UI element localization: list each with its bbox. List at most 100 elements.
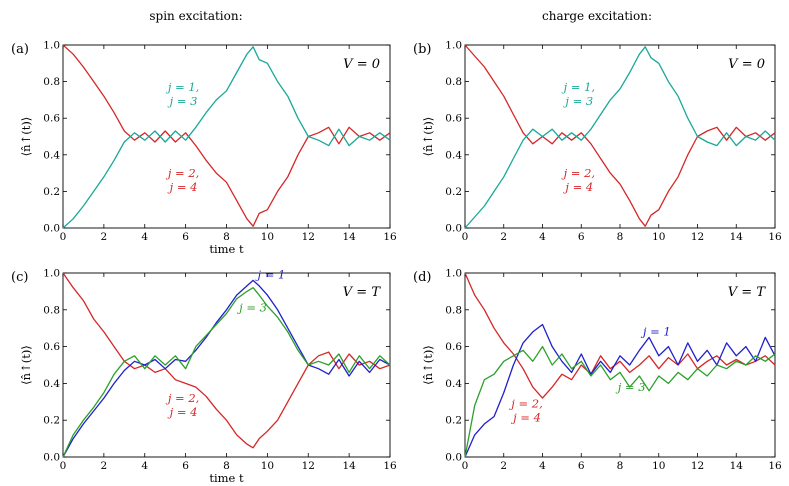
series-label: j = 2,: [508, 396, 543, 410]
condition-label: V = T: [728, 285, 767, 300]
x-tick-label: 14: [342, 231, 356, 243]
y-tick-label: 0.4: [445, 149, 462, 161]
x-tick-label: 2: [101, 460, 108, 472]
x-tick-label: 14: [342, 460, 356, 472]
x-tick-label: 2: [500, 460, 507, 472]
y-axis-label: ⟨n̂↑(t)⟩: [421, 117, 435, 157]
series-label: j = 3: [167, 94, 198, 108]
y-tick-label: 0.6: [43, 113, 60, 125]
series-label: j = 4: [167, 180, 198, 194]
y-tick-label: 0.2: [43, 186, 60, 198]
x-axis-label: time t: [209, 242, 244, 256]
y-tick-label: 0.4: [43, 149, 60, 161]
y-axis-label: ⟨n̂↑(t)⟩: [19, 117, 33, 157]
series-line: [62, 287, 391, 458]
y-axis-label: ⟨n̂↑(t)⟩: [19, 345, 33, 385]
x-tick-label: 2: [500, 231, 507, 243]
series-label: j = 3: [615, 380, 646, 394]
series-label: j = 2,: [165, 391, 200, 405]
panel-d: 0 2 4 6 8 10 12 14 16 0.0 0.2 0.4 0.6 0.8 1.0 ⟨n̂↑(t)⟩ (…: [413, 268, 782, 473]
plot-frame: [62, 44, 391, 229]
x-tick-label: 10: [652, 460, 665, 472]
y-tick-label: 0.8: [445, 304, 462, 316]
x-tick-label: 6: [182, 231, 189, 243]
y-tick-label: 0.0: [445, 223, 462, 235]
x-tick-label: 14: [730, 231, 744, 243]
y-tick-label: 0.8: [445, 76, 462, 88]
x-tick-label: 16: [383, 231, 397, 243]
series-label: j = 4: [562, 180, 593, 194]
x-tick-label: 6: [578, 460, 585, 472]
series-line: [62, 44, 391, 227]
y-tick-label: 0.6: [445, 113, 462, 125]
y-tick-label: 0.4: [43, 378, 60, 390]
panel-label: (a): [11, 42, 29, 57]
series-label: j = 4: [167, 405, 198, 419]
x-axis-label: time t: [209, 471, 244, 485]
x-tick-label: 12: [302, 460, 315, 472]
series-line: [464, 46, 776, 229]
header-spin-excitation: spin excitation:: [149, 9, 242, 23]
panel-label: (b): [413, 42, 431, 57]
x-tick-label: 12: [302, 231, 315, 243]
y-tick-label: 1.0: [445, 40, 462, 52]
x-tick-label: 6: [182, 460, 189, 472]
y-tick-label: 0.0: [445, 452, 462, 464]
panel-label: (c): [11, 270, 28, 285]
series-line: [62, 46, 391, 229]
x-tick-label: 10: [261, 460, 274, 472]
series-line: [464, 323, 776, 458]
condition-label: V = 0: [728, 57, 765, 72]
series-label: j = 1,: [561, 80, 596, 94]
series-line: [464, 44, 776, 227]
x-tick-label: 0: [462, 460, 469, 472]
y-tick-label: 0.2: [43, 415, 60, 427]
y-tick-label: 0.2: [445, 415, 462, 427]
y-tick-label: 0.0: [43, 452, 60, 464]
x-tick-label: 16: [383, 460, 397, 472]
x-tick-label: 12: [691, 460, 704, 472]
x-tick-label: 12: [691, 231, 704, 243]
x-tick-label: 8: [617, 460, 624, 472]
x-tick-label: 4: [141, 231, 148, 243]
y-tick-label: 0.4: [445, 378, 462, 390]
x-tick-label: 0: [462, 231, 469, 243]
series-label: j = 4: [510, 410, 541, 424]
y-tick-label: 0.6: [43, 341, 60, 353]
x-tick-label: 2: [101, 231, 108, 243]
y-tick-label: 0.8: [43, 76, 60, 88]
x-tick-label: 10: [261, 231, 274, 243]
x-tick-label: 8: [223, 460, 230, 472]
x-tick-label: 0: [60, 231, 67, 243]
series-label: j = 1: [640, 325, 671, 339]
header-charge-excitation: charge excitation:: [542, 9, 652, 23]
panel-b: 0 2 4 6 8 10 12 14 16 0.0 0.2 0.4 0.6 0.8 1.0 ⟨n̂↑(t)⟩ (…: [413, 40, 782, 244]
series-label: j = 1,: [165, 80, 200, 94]
x-tick-label: 4: [141, 460, 148, 472]
series-line: [62, 279, 391, 458]
series-label: j = 3: [236, 301, 267, 315]
x-tick-label: 8: [223, 231, 230, 243]
series-label: j = 3: [562, 94, 593, 108]
y-tick-label: 0.2: [445, 186, 462, 198]
series-label: j = 2,: [561, 166, 596, 180]
plot-frame: [464, 44, 776, 229]
y-tick-label: 1.0: [43, 40, 60, 52]
series-label: j = 1: [255, 268, 286, 282]
series-line: [62, 272, 391, 449]
x-tick-label: 16: [768, 460, 782, 472]
x-tick-label: 0: [60, 460, 67, 472]
series-line: [464, 345, 776, 458]
y-tick-label: 0.8: [43, 304, 60, 316]
x-tick-label: 8: [617, 231, 624, 243]
series-label: j = 2,: [165, 166, 200, 180]
panel-label: (d): [413, 270, 431, 285]
x-tick-label: 10: [652, 231, 665, 243]
panel-c: 0 2 4 6 8 10 12 14 16 0.0 0.2 0.4 0.6 0.8 1.0 time t ⟨n̂…: [11, 268, 397, 486]
y-tick-label: 0.0: [43, 223, 60, 235]
condition-label: V = T: [343, 285, 382, 300]
y-tick-label: 1.0: [43, 268, 60, 280]
panel-a: 0 2 4 6 8 10 12 14 16 0.0 0.2 0.4 0.6 0.8 1.0 time t ⟨n̂…: [11, 40, 397, 257]
x-tick-label: 6: [578, 231, 585, 243]
